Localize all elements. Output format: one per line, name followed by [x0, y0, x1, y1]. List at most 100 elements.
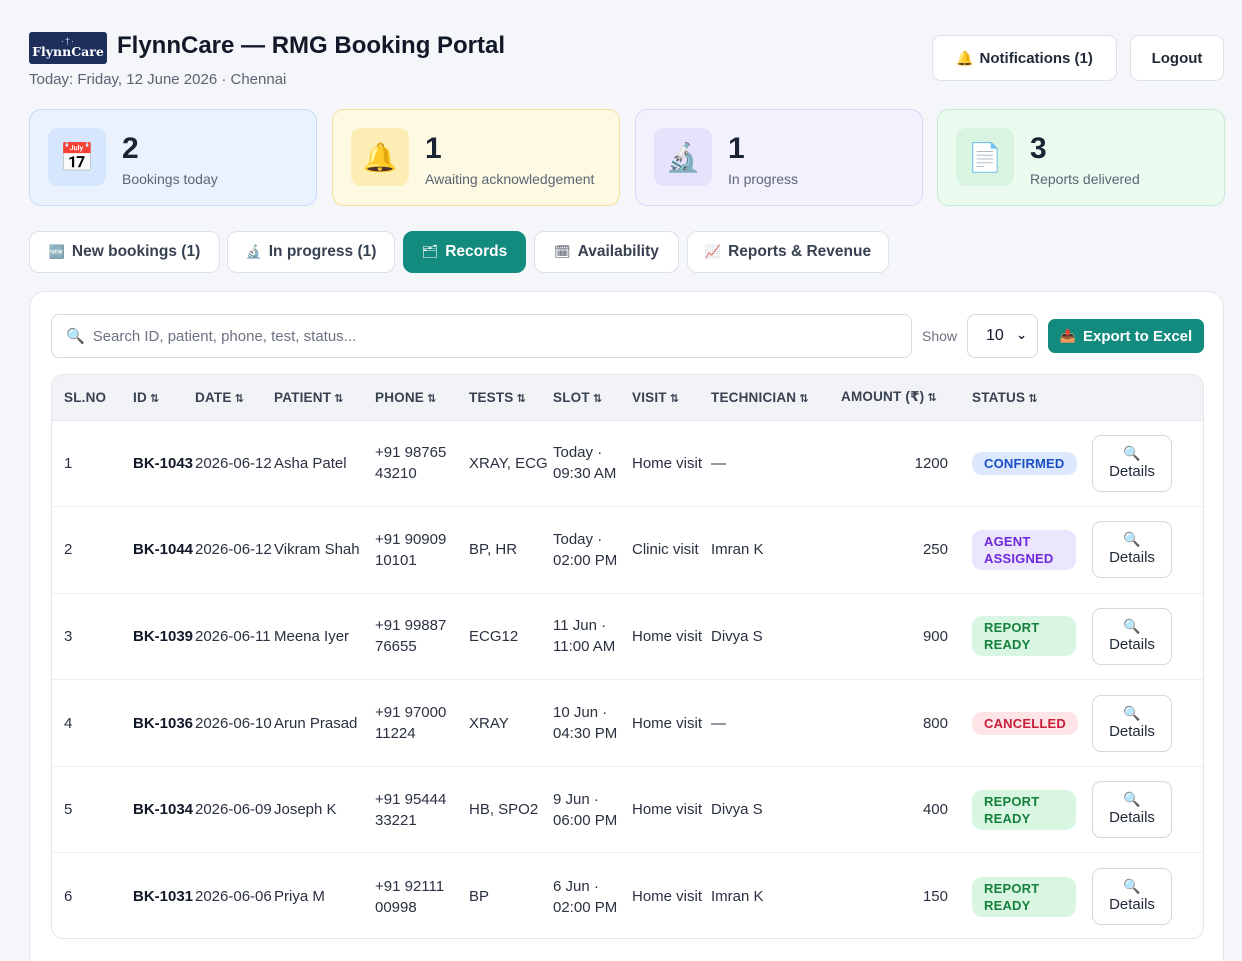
status-badge: CONFIRMED — [972, 451, 1077, 475]
stats-row: 📅 2 Bookings today 🔔 1 Awaiting acknowle… — [29, 109, 1225, 206]
sort-icon: ⇅ — [234, 392, 244, 405]
table-row: 6 BK-1031 2026-06-06 Priya M +91 92111 00998… — [52, 853, 1203, 938]
col-header-technician[interactable]: TECHNICIAN ⇅ — [711, 375, 841, 421]
col-header-phone[interactable]: PHONE ⇅ — [375, 375, 469, 421]
cell-phone: +91 99887 76655 — [375, 617, 447, 656]
cell-slot: 10 Jun · 04:30 PM — [553, 704, 618, 743]
cell-technician: — — [711, 714, 726, 732]
cell-visit: Home visit — [632, 454, 703, 472]
stat-value: 3 — [1030, 132, 1047, 165]
export-excel-button[interactable]: 📤 Export to Excel — [1048, 319, 1204, 353]
col-header-slot[interactable]: SLOT ⇅ — [553, 375, 632, 421]
details-button[interactable]: 🔍 Details — [1092, 868, 1172, 926]
microscope-icon: 🔬 — [654, 128, 712, 186]
tab-new-bookings[interactable]: 🆕 New bookings (1) — [29, 231, 220, 273]
cell-slno: 1 — [64, 454, 73, 472]
sort-icon: ⇅ — [516, 392, 526, 405]
brand-logo: ·†· FlynnCare — [29, 32, 107, 64]
sort-icon: ⇅ — [592, 392, 603, 405]
cell-amount: 250 — [922, 541, 948, 559]
status-badge: REPORT READY — [972, 789, 1076, 830]
cell-tests: XRAY, ECG — [469, 454, 548, 472]
col-header-amount[interactable]: AMOUNT (₹) ⇅ — [841, 375, 972, 421]
details-button[interactable]: 🔍 Details — [1092, 694, 1172, 752]
cell-visit: Home visit — [632, 801, 703, 819]
cell-date: 2026-06-12 — [195, 454, 272, 472]
cell-status: CONFIRMED — [972, 420, 1089, 507]
cell-technician: — — [711, 454, 726, 472]
records-card: 🔍 Show 10 ⌄ 📤 Export to Excel SL.NO ID⇅ … — [29, 291, 1224, 961]
tab-availability[interactable]: 🗓 Availability — [534, 231, 679, 273]
col-header-slno[interactable]: SL.NO — [52, 375, 133, 421]
sort-icon: ⇅ — [669, 392, 680, 405]
folder-icon: 🗂 — [421, 244, 439, 259]
cell-slno: 5 — [64, 801, 73, 819]
magnifier-icon: 🔍 — [1123, 444, 1141, 461]
cell-status: REPORT READY — [972, 766, 1089, 853]
cell-tests: XRAY — [469, 714, 509, 732]
cell-visit: Clinic visit — [632, 541, 699, 559]
details-button[interactable]: 🔍 Details — [1092, 781, 1172, 839]
search-box[interactable]: 🔍 — [51, 314, 912, 358]
table-row: 5 BK-1034 2026-06-09 Joseph K +91 95444 3322… — [52, 766, 1203, 853]
status-badge: AGENT ASSIGNED — [972, 529, 1076, 570]
tab-bar: 🆕 New bookings (1) 🔬 In progress (1) 🗂 R… — [29, 231, 929, 273]
stat-label: In progress — [728, 171, 799, 187]
status-badge: REPORT READY — [972, 616, 1076, 657]
magnifier-icon: 🔍 — [1123, 531, 1141, 548]
cell-slot: Today · 02:00 PM — [553, 530, 618, 569]
col-header-patient[interactable]: PATIENT ⇅ — [274, 375, 375, 421]
cell-technician: Imran K — [711, 888, 764, 906]
cell-technician: Divya S — [711, 627, 763, 645]
search-icon: 🔍 — [66, 328, 85, 345]
page-title: FlynnCare — RMG Booking Portal — [117, 32, 506, 59]
status-badge: REPORT READY — [972, 876, 1076, 917]
stat-value: 1 — [425, 132, 442, 165]
cell-phone: +91 92111 00998 — [375, 877, 445, 916]
details-button[interactable]: 🔍 Details — [1092, 521, 1172, 579]
cell-status: AGENT ASSIGNED — [972, 507, 1089, 594]
sort-icon: ⇅ — [427, 392, 437, 405]
date-location-subtitle: Today: Friday, 12 June 2026 · Chennai — [29, 71, 287, 88]
cell-phone: +91 98765 43210 — [375, 444, 447, 483]
search-input[interactable] — [92, 327, 893, 345]
cell-actions: 🔍 Details — [1089, 420, 1203, 507]
cell-slot: 6 Jun · 02:00 PM — [553, 877, 618, 916]
records-table: SL.NO ID ⇅ DATE ⇅ PATIENT ⇅ PHONE ⇅ TESTS ⇅ S… — [52, 375, 1203, 938]
col-header-id[interactable]: ID ⇅ — [133, 375, 195, 421]
details-button[interactable]: 🔍 Details — [1092, 607, 1172, 665]
magnifier-icon: 🔍 — [1123, 878, 1141, 895]
microscope-icon: 🔬 — [245, 244, 262, 259]
details-label: Details — [1109, 896, 1155, 914]
cell-actions: 🔍 Details — [1089, 853, 1203, 938]
details-label: Details — [1109, 635, 1155, 653]
table-row: 1 BK-1043 2026-06-12 Asha Patel +91 98765 43… — [52, 420, 1203, 507]
export-label: Export to Excel — [1082, 327, 1193, 345]
logout-button[interactable]: Logout — [1130, 35, 1224, 81]
tab-records[interactable]: 🗂 Records — [403, 231, 526, 273]
tab-in-progress[interactable]: 🔬 In progress (1) — [227, 231, 395, 273]
details-button[interactable]: 🔍 Details — [1092, 434, 1172, 492]
details-label: Details — [1109, 549, 1155, 567]
tab-label: Records — [445, 243, 508, 260]
col-header-status[interactable]: STATUS ⇅ — [972, 375, 1089, 421]
cell-amount: 150 — [922, 888, 948, 906]
stat-card-bookings-today: 📅 2 Bookings today — [29, 109, 317, 206]
col-header-visit[interactable]: VISIT ⇅ — [632, 375, 711, 421]
details-label: Details — [1109, 462, 1155, 480]
cell-phone: +91 97000 11224 — [375, 704, 447, 743]
col-header-date[interactable]: DATE ⇅ — [195, 375, 274, 421]
cell-visit: Home visit — [632, 888, 703, 906]
page-size-select[interactable]: 10 ⌄ — [967, 314, 1038, 358]
tab-reports-revenue[interactable]: 📈 Reports & Revenue — [687, 231, 889, 273]
table-row: 4 BK-1036 2026-06-10 Arun Prasad +91 97000 1… — [52, 680, 1203, 767]
notifications-button[interactable]: 🔔 Notifications (1) — [932, 35, 1117, 81]
cell-technician: Divya S — [711, 801, 763, 819]
cell-amount: 900 — [922, 627, 948, 645]
cell-date: 2026-06-06 — [195, 888, 272, 906]
table-row: 3 BK-1039 2026-06-11 Meena Iyer +91 99887 76… — [52, 593, 1203, 680]
cell-actions: 🔍 Details — [1089, 593, 1203, 680]
stat-value: 2 — [122, 132, 139, 165]
col-header-tests[interactable]: TESTS ⇅ — [469, 375, 553, 421]
cell-slno: 4 — [64, 714, 73, 732]
